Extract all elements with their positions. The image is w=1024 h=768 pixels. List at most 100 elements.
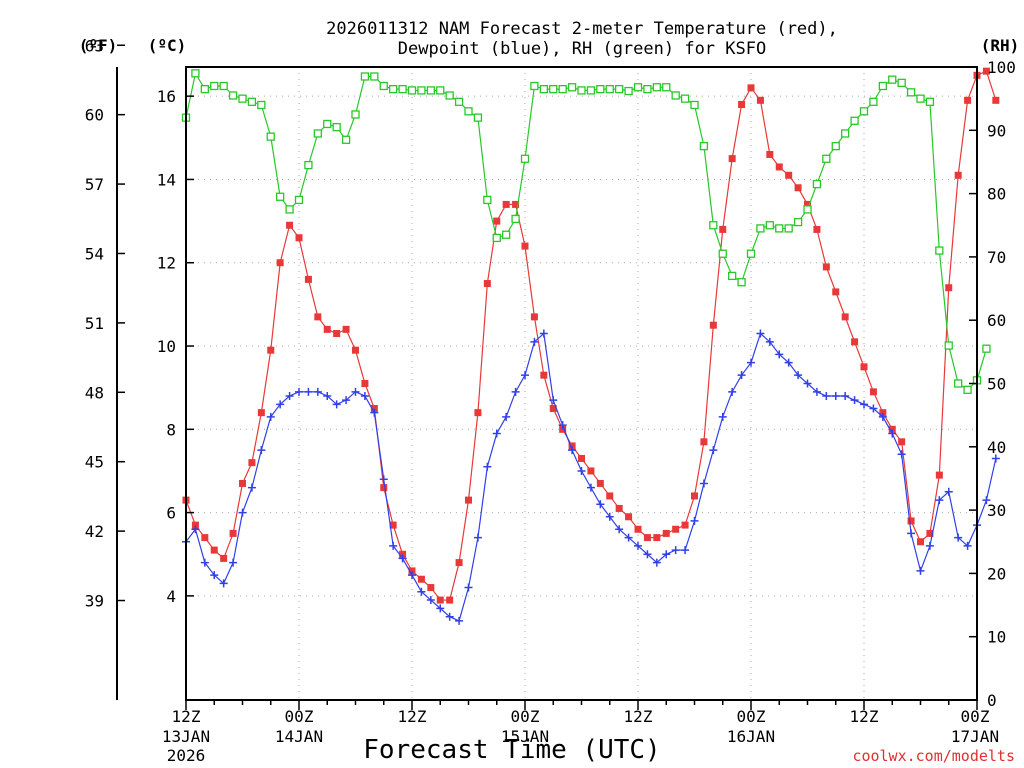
celsius-tick-label: 4	[166, 587, 176, 606]
dewpoint-series	[182, 329, 1000, 625]
dewpoint-point	[417, 587, 426, 596]
dewpoint-point	[888, 429, 897, 438]
rh-point	[351, 110, 360, 119]
2-meter-temperature-point	[229, 529, 237, 537]
rh-point	[257, 100, 266, 110]
rh-tick-label: 100	[987, 58, 1016, 77]
fahrenheit-tick-label: 60	[85, 106, 104, 125]
chart-title-line-1: 2026011312 NAM Forecast 2-meter Temperat…	[326, 19, 838, 39]
dewpoint-point	[841, 391, 850, 400]
dewpoint-point	[982, 496, 991, 505]
rh-tick-label: 10	[987, 628, 1006, 647]
2-meter-temperature-point	[304, 275, 312, 283]
2-meter-temperature-point	[643, 534, 651, 542]
2-meter-temperature-point	[625, 513, 633, 521]
time-tick-label: 00Z	[961, 707, 990, 726]
dewpoint-point	[285, 391, 294, 400]
rh-point	[426, 86, 435, 95]
dewpoint-point	[756, 329, 765, 338]
time-tick-date-label: 13JAN	[162, 727, 210, 746]
rh-point	[803, 205, 812, 214]
2-meter-temperature-point	[888, 425, 896, 433]
celsius-axis: 16 14 12 10 8 6 4	[157, 87, 194, 606]
rh-point	[483, 195, 492, 205]
rh-point	[210, 81, 219, 91]
rh-series	[181, 69, 991, 394]
rh-point	[539, 85, 548, 94]
dewpoint-point	[558, 421, 567, 430]
celsius-tick-label: 16	[157, 87, 176, 106]
2-meter-temperature-point	[860, 363, 868, 371]
dewpoint-point	[257, 446, 266, 455]
2-meter-temperature-point	[512, 200, 520, 208]
rh-point	[502, 230, 511, 239]
dewpoint-point	[266, 412, 275, 421]
rh-point	[473, 113, 483, 122]
2-meter-temperature-point	[945, 284, 953, 292]
2-meter-temperature-point	[935, 471, 943, 479]
2-meter-temperature-point	[578, 454, 585, 462]
rh-point	[200, 85, 209, 94]
celsius-unit-label: (ºC)	[148, 36, 187, 55]
2-meter-temperature-point	[474, 409, 482, 417]
2-meter-temperature-point	[869, 388, 877, 396]
dewpoint-point	[200, 558, 209, 567]
2-meter-temperature-point	[832, 288, 840, 296]
rh-point	[916, 94, 925, 103]
rh-point	[285, 205, 294, 214]
rh-point	[464, 107, 473, 116]
dewpoint-point	[728, 387, 737, 396]
celsius-tick-label: 14	[157, 170, 176, 189]
dewpoint-point	[718, 412, 727, 421]
2-meter-temperature-point	[342, 325, 350, 333]
rh-point	[549, 85, 558, 94]
rh-point	[332, 122, 341, 132]
rh-point	[935, 246, 944, 255]
dewpoint-point	[323, 391, 332, 400]
dewpoint-point	[238, 508, 247, 517]
rh-point	[793, 217, 803, 227]
2-meter-temperature-point	[917, 538, 924, 546]
2-meter-temperature-point	[719, 225, 727, 233]
celsius-tick-label: 10	[157, 337, 176, 356]
2-meter-temperature-point	[653, 534, 661, 542]
2-meter-temperature-point	[681, 521, 689, 529]
2-meter-temperature-point	[417, 575, 425, 583]
fahrenheit-axis: 63 60 57 54 51 48 45 42 39	[85, 36, 125, 611]
rh-point	[906, 88, 916, 97]
rh-point	[520, 154, 530, 163]
2-meter-temperature-point	[756, 96, 764, 104]
dewpoint-line	[185, 332, 997, 622]
rh-point	[586, 86, 596, 95]
dewpoint-point	[681, 546, 690, 555]
time-tick-label: 12Z	[850, 707, 879, 726]
rh-point	[454, 97, 464, 106]
2-meter-temperature-point	[982, 67, 990, 75]
dewpoint-point	[699, 479, 708, 488]
rh-tick-label: 20	[987, 564, 1006, 583]
time-tick-label: 00Z	[285, 707, 314, 726]
rh-point	[219, 81, 228, 91]
2-meter-temperature-point	[851, 338, 859, 346]
rh-point	[869, 97, 878, 106]
dewpoint-point	[295, 387, 303, 396]
rh-point	[436, 86, 445, 95]
dewpoint-point	[276, 400, 285, 409]
dewpoint-point	[473, 533, 482, 542]
dewpoint-point	[408, 571, 416, 580]
dewpoint-point	[596, 500, 605, 509]
2-meter-temperature-point	[210, 546, 218, 554]
rh-point	[615, 85, 624, 94]
rh-point	[652, 83, 661, 92]
fahrenheit-unit-label: (ºF)	[79, 36, 118, 55]
rh-point	[831, 141, 840, 151]
rh-point	[530, 81, 539, 91]
2-meter-temperature-point	[964, 96, 972, 104]
dewpoint-point	[229, 558, 238, 567]
rh-point	[341, 135, 351, 144]
2-meter-temperature-point	[361, 380, 369, 387]
2-meter-temperature-point	[879, 409, 887, 417]
dewpoint-point	[511, 387, 520, 396]
fahrenheit-tick-label: 63	[85, 36, 104, 55]
rh-point	[266, 132, 275, 141]
